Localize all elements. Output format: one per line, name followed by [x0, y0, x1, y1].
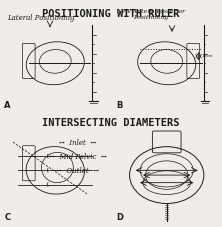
Text: 10cm: 10cm	[202, 54, 213, 58]
Text: ↔  Outlet  ↔: ↔ Outlet ↔	[56, 167, 99, 175]
Text: Lateral Positioning: Lateral Positioning	[8, 14, 75, 22]
Text: INTERSECTING DIAMETERS: INTERSECTING DIAMETERS	[42, 118, 180, 128]
Text: ↔  Mid Pelvic  ↔: ↔ Mid Pelvic ↔	[49, 153, 107, 161]
Text: ↔  Inlet  ↔: ↔ Inlet ↔	[59, 139, 96, 147]
Text: A: A	[4, 101, 11, 110]
Text: New Antero Posterior
Positioning: New Antero Posterior Positioning	[116, 9, 185, 20]
Text: D: D	[116, 213, 123, 222]
Text: POSITIONING WITH RULER: POSITIONING WITH RULER	[42, 9, 180, 19]
Text: B: B	[116, 101, 122, 110]
Text: C: C	[4, 213, 10, 222]
